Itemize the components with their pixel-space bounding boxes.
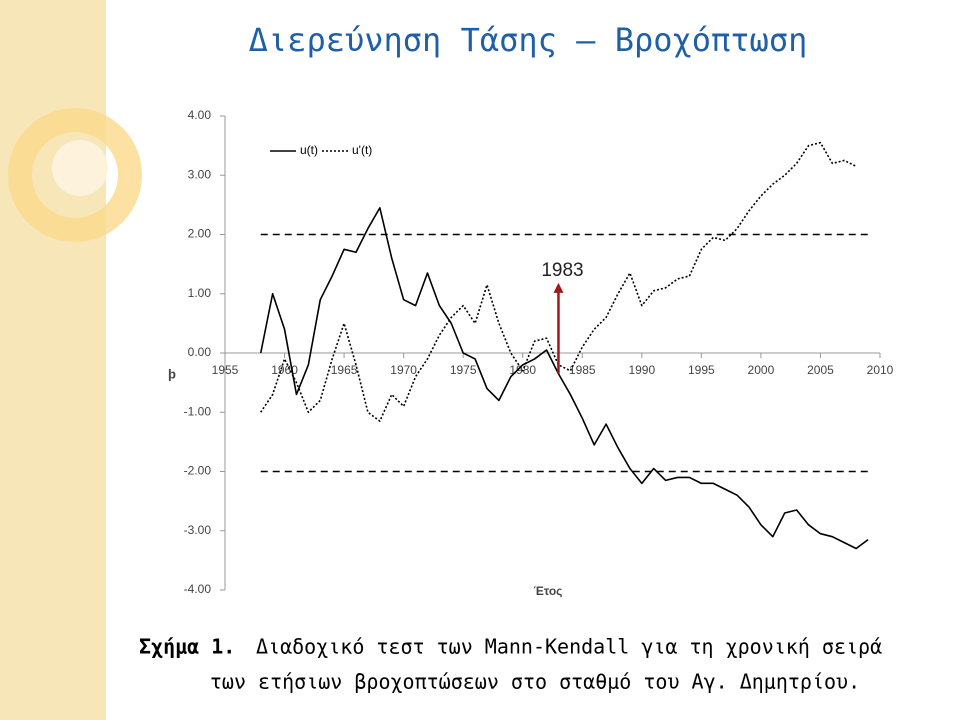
caption-line: των ετήσιων βροχοπτώσεων στο σταθμό του … — [210, 670, 860, 694]
y-tick-label: 3.00 — [188, 167, 212, 181]
x-tick-label: 1975 — [450, 363, 477, 377]
x-tick-label: 2005 — [807, 363, 834, 377]
y-tick-label: -3.00 — [184, 523, 212, 537]
x-axis-label: Έτος — [534, 584, 563, 598]
x-tick-label: 1995 — [688, 363, 715, 377]
y-tick-label: 0.00 — [188, 345, 212, 359]
annotation-label: 1983 — [541, 260, 583, 281]
x-tick-label: 2010 — [867, 363, 894, 377]
legend-label: u'(t) — [352, 143, 372, 157]
y-axis-label: þ — [168, 366, 176, 381]
decor-circle — [52, 140, 108, 196]
x-tick-label: 1985 — [569, 363, 596, 377]
legend-label: u(t) — [300, 143, 318, 157]
y-tick-label: -2.00 — [184, 464, 212, 478]
x-tick-label: 1990 — [628, 363, 655, 377]
annotation-arrowhead — [553, 282, 564, 293]
series-line — [260, 141, 857, 422]
slide-title: Διερεύνηση Τάσης – Βροχόπτωση — [249, 21, 808, 59]
caption-line: Διαδοχικό τεστ των Mann-Kendall για τη χ… — [256, 635, 882, 659]
y-tick-label: 1.00 — [188, 286, 212, 300]
y-tick-label: -1.00 — [184, 404, 212, 418]
caption-label: Σχήμα 1. — [139, 635, 235, 659]
x-tick-label: 1960 — [271, 363, 298, 377]
x-tick-label: 2000 — [748, 363, 775, 377]
y-tick-label: 4.00 — [188, 108, 212, 122]
x-tick-label: 1955 — [212, 363, 239, 377]
series-line — [259, 207, 869, 550]
side-strip — [0, 0, 106, 720]
x-tick-label: 1970 — [390, 363, 417, 377]
x-tick-label: 1965 — [331, 363, 358, 377]
decor-circle — [8, 108, 142, 242]
y-tick-label: -4.00 — [184, 582, 212, 596]
y-tick-label: 2.00 — [188, 227, 212, 241]
